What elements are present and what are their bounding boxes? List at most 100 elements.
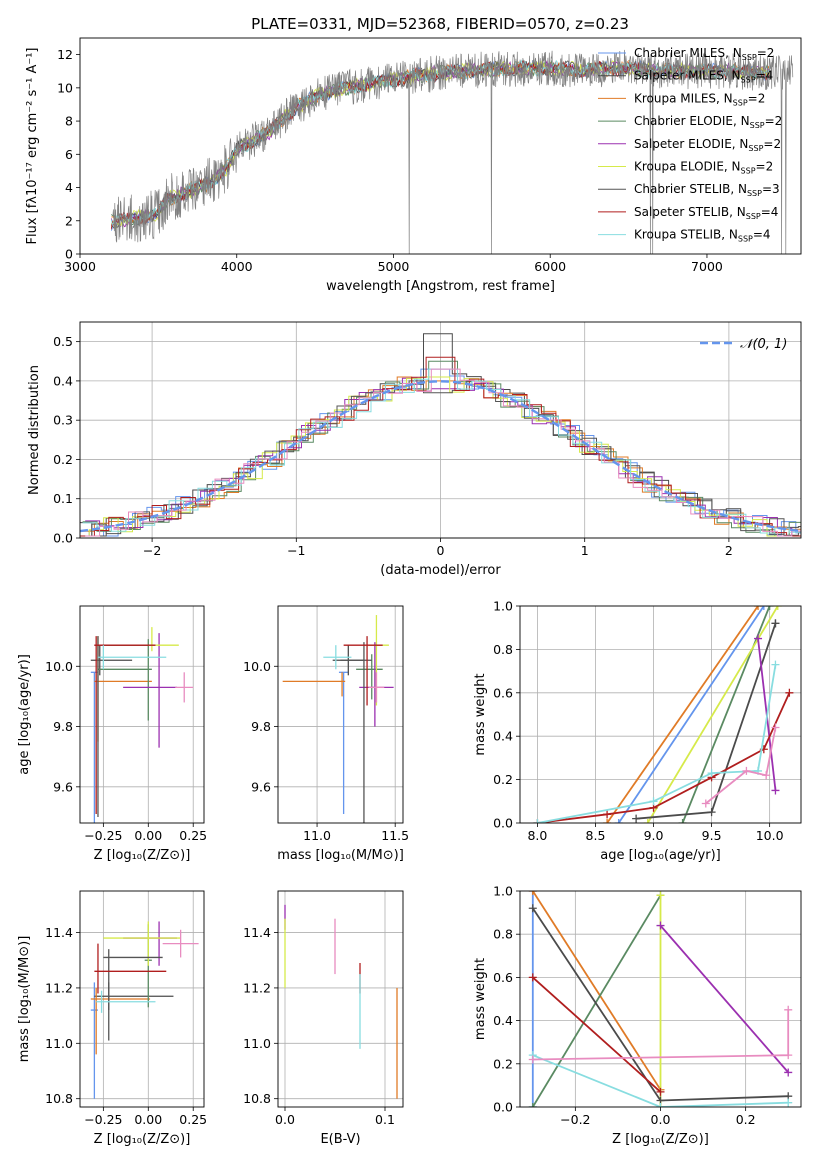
weight-line: [532, 894, 662, 1107]
weight-marker: [603, 819, 612, 823]
y-tick-label: 0.5: [53, 334, 73, 349]
x-tick-label: 1: [581, 543, 589, 558]
residuals-panel: −2 −1 0 1 2 0.0 0.1 0.2 0.3 0.4 0.5 (data-model)/er…: [27, 321, 802, 578]
y-axis-label: mass [log₁₀(M/M⊙)]: [17, 936, 32, 1063]
axes-frame: [79, 321, 802, 539]
x-tick-label: −2: [143, 543, 161, 558]
weight-marker: [785, 688, 794, 697]
weight-marker: [754, 606, 763, 610]
x-tick-label: 4000: [221, 259, 253, 274]
weight-line: [532, 1054, 789, 1107]
x-tick-label: 3000: [64, 259, 96, 274]
x-tick-label: 7000: [691, 259, 723, 274]
weight-line: [532, 976, 662, 1093]
weight-marker: [771, 619, 780, 628]
y-tick-label: 11.2: [45, 980, 73, 995]
weight-marker: [656, 921, 665, 930]
weight-vs-metallicity-panel: −0.2 0.0 0.2 0.0 0.2 0.4 0.6 0.8 1.0 Z [log₁₀(Z/Z…: [473, 884, 802, 1147]
x-axis-label: mass [log₁₀(M/M⊙)]: [277, 848, 404, 863]
x-axis-label: age [log₁₀(age/yr)]: [600, 848, 721, 863]
age-vs-mass-panel: 11.0 11.5 9.6 9.8 10.0 mass [log₁₀(M/M⊙)]: [243, 605, 409, 863]
weight-line: [532, 891, 662, 1091]
plot-area: [533, 606, 794, 823]
y-tick-label: 11.4: [45, 925, 73, 940]
y-tick-label: 0.4: [493, 729, 513, 744]
x-axis-label: (data-model)/error: [380, 563, 501, 578]
x-axis-label: E(B-V): [320, 1132, 360, 1147]
weight-marker: [528, 904, 537, 913]
weight-line: [636, 623, 777, 820]
spectrum-panel: 3000 4000 5000 6000 7000 0 2 4 6 8 10 12 wavelength …: [25, 37, 802, 294]
weight-marker: [528, 1103, 537, 1107]
x-tick-label: 0.2: [736, 1112, 756, 1127]
y-tick-label: 9.6: [53, 779, 73, 794]
y-tick-label: 0.4: [493, 1013, 513, 1028]
y-tick-label: 9.8: [53, 719, 73, 734]
y-tick-label: 11.2: [243, 980, 271, 995]
legend-label: 𝒩(0, 1): [740, 337, 787, 352]
y-tick-label: 0.1: [53, 491, 73, 506]
y-tick-label: 11.0: [45, 1036, 73, 1051]
weight-marker: [784, 1051, 793, 1060]
weight-marker: [754, 634, 763, 643]
weight-marker: [707, 808, 716, 817]
x-tick-label: 0.00: [134, 828, 162, 843]
gaussian-curve: [80, 380, 801, 533]
y-tick-label: 8: [65, 114, 73, 129]
x-axis-label: Z [log₁₀(Z/Z⊙)]: [612, 1132, 709, 1147]
legend-label: Kroupa STELIB, NSSP=4: [634, 228, 771, 244]
x-tick-label: 8.0: [527, 828, 547, 843]
weight-marker: [656, 891, 665, 900]
y-tick-label: 11.4: [243, 925, 271, 940]
figure-title: PLATE=0331, MJD=52368, FIBERID=0570, z=0…: [251, 15, 629, 33]
y-tick-label: 10.8: [243, 1091, 271, 1106]
x-tick-label: 2: [725, 543, 733, 558]
weight-marker: [742, 766, 751, 775]
y-axis-label: mass weight: [473, 673, 488, 755]
axes-frame: [277, 890, 404, 1108]
weight-marker: [603, 810, 612, 819]
weight-marker: [643, 819, 652, 823]
y-axis-label: age [log₁₀(age/yr)]: [17, 654, 32, 775]
weight-marker: [771, 660, 780, 669]
y-tick-label: 0.0: [53, 531, 73, 546]
data-spectrum-line: [112, 49, 794, 254]
y-tick-label: 0: [65, 247, 73, 262]
x-tick-label: 9.0: [644, 828, 664, 843]
y-tick-label: 11.0: [243, 1036, 271, 1051]
x-tick-label: −0.2: [560, 1112, 590, 1127]
x-tick-label: 0.25: [179, 828, 207, 843]
weight-marker: [771, 723, 780, 732]
y-tick-label: 10.0: [243, 659, 271, 674]
y-tick-label: 10: [57, 80, 73, 95]
weight-line: [537, 664, 777, 823]
plot-area: [282, 615, 394, 823]
weight-marker: [656, 1103, 665, 1107]
weight-line: [617, 606, 765, 823]
legend-label: Salpeter ELODIE, NSSP=2: [634, 137, 781, 153]
x-axis-label: Z [log₁₀(Z/Z⊙)]: [94, 1132, 191, 1147]
weight-marker: [765, 606, 774, 610]
y-tick-label: 0.6: [493, 685, 513, 700]
weight-line: [537, 692, 791, 823]
weight-marker: [701, 799, 710, 808]
x-tick-label: 8.5: [586, 828, 606, 843]
weight-line: [659, 925, 789, 1073]
weight-marker: [528, 1055, 537, 1064]
legend-label: Kroupa MILES, NSSP=2: [634, 91, 765, 107]
plot-area: [528, 891, 793, 1107]
plot-area: [80, 333, 801, 537]
legend-label: Chabrier ELODIE, NSSP=2: [634, 114, 782, 130]
axes-frame: [79, 37, 802, 255]
weight-marker: [759, 606, 768, 610]
y-tick-label: 0.0: [493, 816, 513, 831]
plot-area: [90, 921, 199, 1099]
x-tick-label: −0.25: [84, 828, 122, 843]
x-tick-label: 10.0: [756, 828, 784, 843]
age-vs-metallicity-panel: −0.25 0.00 0.25 9.6 9.8 10.0 Z [log₁₀(Z/Z⊙)] ag…: [17, 605, 207, 863]
y-tick-label: 10.0: [45, 659, 73, 674]
y-tick-label: 0.2: [493, 772, 513, 787]
x-tick-label: −0.25: [84, 1112, 122, 1127]
x-tick-label: 11.5: [381, 828, 409, 843]
legend-label: Chabrier MILES, NSSP=2: [634, 46, 774, 62]
